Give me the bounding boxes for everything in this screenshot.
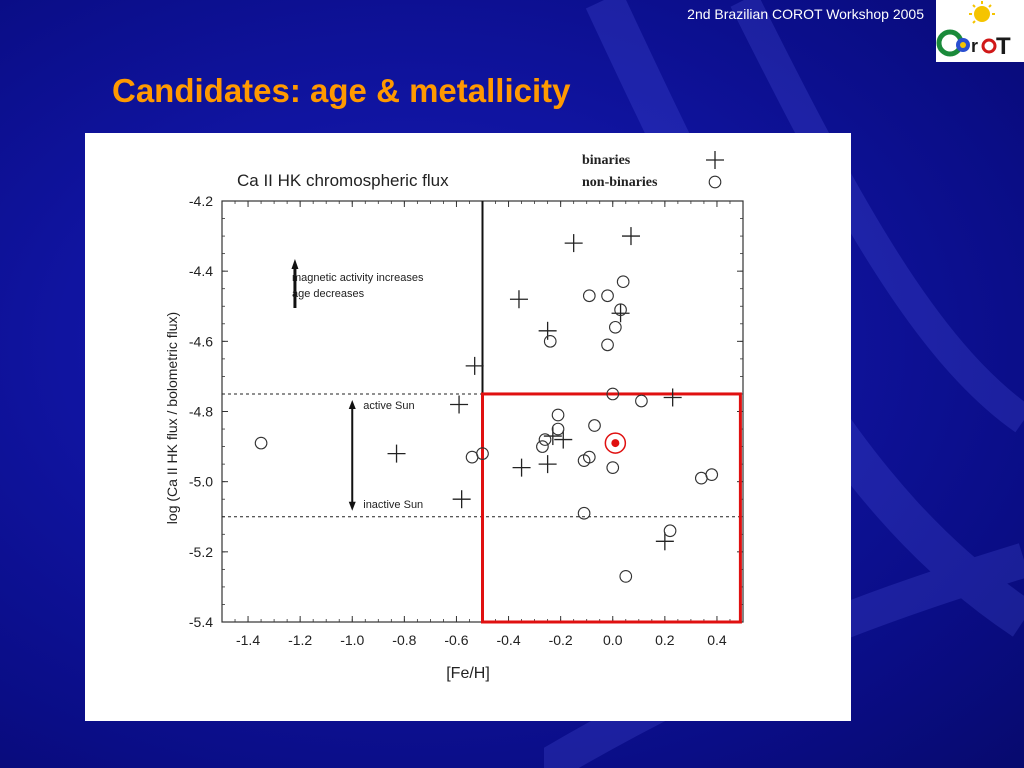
x-tick-label: -0.4 bbox=[496, 632, 520, 648]
x-tick-label: -0.8 bbox=[392, 632, 416, 648]
sun-range-arrow-bottom bbox=[348, 501, 356, 511]
non-binary-point bbox=[619, 570, 633, 583]
x-tick-label: 0.4 bbox=[707, 632, 727, 648]
binary-point bbox=[655, 532, 674, 551]
non-binary-point bbox=[476, 447, 489, 460]
y-tick-label: -5.0 bbox=[189, 474, 213, 490]
non-binary-point bbox=[254, 436, 268, 450]
non-binary-point bbox=[582, 289, 596, 303]
non-binary-point bbox=[614, 303, 627, 317]
binary-point bbox=[452, 490, 471, 509]
non-binary-point bbox=[606, 387, 620, 401]
binary-point bbox=[663, 388, 682, 407]
y-tick-label: -4.2 bbox=[189, 193, 213, 209]
non-binary-point bbox=[536, 440, 549, 453]
x-tick-label: -1.4 bbox=[236, 632, 260, 648]
non-binary-point bbox=[577, 506, 591, 520]
legend-label: non-binaries bbox=[582, 175, 658, 190]
activity-arrow-head bbox=[291, 259, 299, 269]
non-binary-point bbox=[465, 450, 479, 464]
non-binary-point bbox=[601, 289, 614, 303]
slide-title: Candidates: age & metallicity bbox=[112, 72, 571, 109]
y-axis-label: log (Ca II HK flux / bolometric flux) bbox=[164, 312, 180, 524]
binary-point bbox=[621, 227, 640, 246]
x-axis-label: [Fe/H] bbox=[446, 665, 490, 682]
binary-point bbox=[509, 290, 528, 309]
y-tick-label: -5.2 bbox=[189, 544, 213, 560]
sun-range-arrow-top bbox=[348, 399, 356, 409]
binary-point bbox=[465, 356, 484, 375]
y-tick-label: -4.8 bbox=[189, 404, 213, 420]
workshop-label: 2nd Brazilian COROT Workshop 2005 bbox=[687, 6, 924, 22]
activity-annotation: magnetic activity increases bbox=[292, 272, 424, 284]
non-binary-point bbox=[635, 394, 648, 408]
non-binary-point bbox=[606, 461, 620, 474]
non-binary-point bbox=[601, 338, 614, 352]
svg-text:r: r bbox=[971, 36, 978, 56]
non-binary-point bbox=[551, 422, 565, 436]
binary-point bbox=[450, 395, 469, 414]
non-binary-point bbox=[609, 320, 622, 334]
binary-point bbox=[512, 458, 531, 477]
binary-point bbox=[538, 455, 557, 474]
non-binary-point bbox=[588, 419, 601, 432]
binary-point bbox=[564, 234, 583, 253]
non-binary-point bbox=[543, 334, 557, 348]
x-tick-label: -0.2 bbox=[549, 632, 573, 648]
x-tick-label: -1.2 bbox=[288, 632, 312, 648]
activity-annotation: age decreases bbox=[292, 288, 365, 300]
corot-logo: r T bbox=[936, 0, 1024, 62]
binary-point bbox=[538, 321, 557, 340]
highlight-region-box bbox=[481, 392, 742, 624]
y-tick-label: -4.6 bbox=[189, 333, 213, 349]
legend-label: binaries bbox=[582, 153, 631, 168]
legend-plus-marker bbox=[706, 151, 724, 169]
scatter-chart: Ca II HK chromospheric flux -1.4 -1.2 -1.0… bbox=[164, 151, 744, 682]
y-tick-label: -4.4 bbox=[189, 263, 213, 279]
binary-point bbox=[554, 430, 573, 449]
y-tick-label: -5.4 bbox=[189, 614, 213, 630]
sun-ring bbox=[604, 432, 627, 454]
non-binary-point bbox=[694, 471, 708, 485]
sun-dot bbox=[611, 439, 620, 448]
x-tick-label: -0.6 bbox=[444, 632, 468, 648]
chart-title: Ca II HK chromospheric flux bbox=[237, 171, 449, 190]
x-tick-label: -1.0 bbox=[340, 632, 364, 648]
x-tick-label: 0.2 bbox=[655, 632, 675, 648]
sun-logo-icon bbox=[969, 1, 995, 24]
active-sun-label: active Sun bbox=[363, 400, 414, 412]
legend-circle-marker bbox=[708, 175, 722, 189]
svg-text:T: T bbox=[996, 33, 1011, 60]
non-binary-point bbox=[616, 275, 630, 289]
sun-marker bbox=[604, 432, 627, 454]
non-binary-point bbox=[663, 524, 677, 538]
non-binary-point bbox=[551, 408, 565, 422]
non-binary-point bbox=[538, 433, 552, 446]
non-binary-point bbox=[577, 454, 591, 467]
binary-point bbox=[387, 444, 406, 463]
x-tick-label: 0.0 bbox=[603, 632, 623, 648]
non-binary-point bbox=[705, 468, 719, 482]
inactive-sun-label: inactive Sun bbox=[363, 499, 423, 511]
chart-figure: Ca II HK chromospheric flux -1.4 -1.2 -1.0… bbox=[85, 133, 851, 721]
binary-point bbox=[611, 304, 630, 323]
